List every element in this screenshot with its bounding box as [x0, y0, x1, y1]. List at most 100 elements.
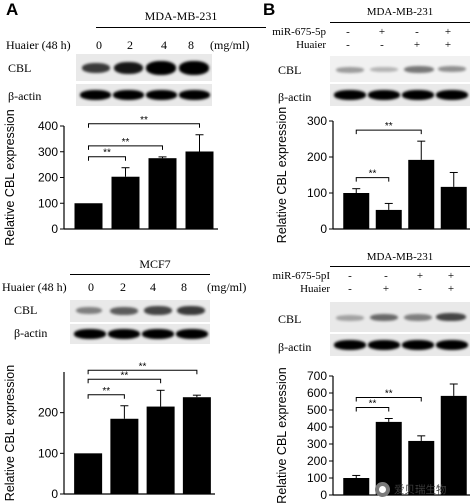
- y-tick-label: 0: [320, 222, 327, 236]
- significance-label: **: [369, 169, 377, 180]
- cell-line-label: MDA-MB-231: [366, 251, 434, 263]
- bar: [182, 397, 211, 494]
- blot-label-cbl: CBL: [278, 312, 302, 326]
- blot-label-actin: β-actin: [278, 340, 312, 354]
- blot-label-cbl: CBL: [278, 63, 302, 77]
- significance-label: **: [385, 389, 393, 400]
- y-axis-label: Relative CBL expression: [3, 109, 17, 245]
- dose-label: 0: [96, 38, 102, 52]
- blot-label-actin: β-actin: [8, 89, 42, 103]
- row-label-mir-inhibitor: miR-675-5pI: [272, 270, 330, 282]
- y-tick-label: 500: [307, 403, 327, 417]
- actin-blot: [76, 84, 212, 106]
- cell-line-label: MDA-MB-231: [144, 9, 218, 23]
- condition-symbol: +: [416, 270, 424, 282]
- significance-bracket: [88, 123, 200, 128]
- header-rule: [70, 274, 210, 275]
- y-tick-label: 200: [307, 150, 327, 164]
- blot-label-actin: β-actin: [278, 90, 312, 104]
- y-tick-label: 0: [51, 222, 58, 236]
- bar: [408, 440, 435, 495]
- y-tick-label: 100: [38, 446, 58, 460]
- cbl-blot: [330, 302, 470, 332]
- significance-label: **: [139, 361, 147, 372]
- condition-symbol: -: [346, 26, 350, 38]
- dose-label: 4: [161, 38, 167, 52]
- bar: [343, 478, 370, 495]
- y-tick-label: 0: [320, 488, 327, 502]
- y-tick-label: 300: [38, 145, 58, 159]
- treatment-label: Huaier (48 h): [2, 280, 67, 294]
- bar: [146, 406, 175, 494]
- condition-symbol: -: [415, 26, 419, 38]
- bar: [74, 203, 103, 229]
- bar: [148, 158, 177, 229]
- condition-symbol: -: [380, 39, 384, 51]
- bar: [343, 193, 370, 229]
- significance-bracket: [355, 177, 390, 182]
- significance-label: **: [103, 148, 111, 159]
- y-tick-label: 700: [307, 369, 327, 383]
- condition-symbol: +: [447, 270, 455, 282]
- y-tick-label: 600: [307, 386, 327, 400]
- dose-label: 8: [181, 280, 187, 294]
- actin-blot: [330, 334, 470, 356]
- y-tick-label: 200: [307, 454, 327, 468]
- significance-label: **: [369, 399, 377, 410]
- condition-symbol: -: [348, 270, 352, 282]
- significance-bracket: [355, 407, 390, 412]
- significance-bracket: [87, 394, 125, 399]
- actin-blot: [70, 324, 210, 344]
- y-tick-label: 300: [307, 437, 327, 451]
- y-axis-label: Relative CBL expression: [275, 107, 289, 243]
- condition-symbol: -: [418, 283, 422, 295]
- cbl-blot: [330, 56, 470, 82]
- y-tick-label: 100: [38, 196, 58, 210]
- panel-b-letter: B: [263, 0, 276, 19]
- bar: [440, 395, 467, 495]
- y-tick-label: 100: [307, 186, 327, 200]
- y-axis-label: Relative CBL expression: [3, 365, 17, 501]
- significance-label: **: [102, 386, 110, 397]
- row-label-huaier: Huaier: [296, 39, 326, 51]
- condition-symbol: +: [413, 39, 421, 51]
- dose-unit: (mg/ml): [207, 280, 247, 294]
- treatment-label: Huaier (48 h): [6, 38, 71, 52]
- row-label-mir: miR-675-5p: [272, 26, 326, 38]
- y-axis-label: Relative CBL expression: [275, 367, 289, 503]
- watermark: 爱贝瑞生物: [375, 478, 471, 500]
- y-tick-label: 200: [38, 406, 58, 420]
- bar: [408, 159, 435, 229]
- condition-symbol: -: [348, 283, 352, 295]
- bar: [111, 176, 140, 229]
- blot-label-cbl: CBL: [8, 61, 32, 75]
- condition-symbol: +: [378, 26, 386, 38]
- y-tick-label: 400: [38, 119, 58, 133]
- significance-bracket: [87, 378, 162, 384]
- header-rule: [330, 266, 470, 267]
- significance-bracket: [355, 129, 422, 135]
- significance-bracket: [88, 145, 163, 150]
- dose-label: 2: [120, 280, 126, 294]
- condition-symbol: +: [444, 39, 452, 51]
- row-label-huaier: Huaier: [300, 283, 330, 295]
- y-tick-label: 200: [38, 171, 58, 185]
- cell-line-label: MCF7: [139, 257, 171, 271]
- dose-unit: (mg/ml): [210, 38, 250, 52]
- condition-symbol: +: [447, 283, 455, 295]
- header-rule: [330, 22, 470, 23]
- y-tick-label: 300: [307, 114, 327, 128]
- dose-label: 8: [188, 38, 194, 52]
- wechat-icon: [375, 481, 390, 497]
- y-tick-label: 0: [51, 487, 58, 501]
- cell-line-label: MDA-MB-231: [366, 6, 434, 18]
- watermark-text: 爱贝瑞生物: [394, 483, 447, 496]
- dose-label: 4: [150, 280, 156, 294]
- condition-symbol: -: [384, 270, 388, 282]
- blot-label-actin: β-actin: [14, 326, 48, 340]
- actin-blot: [330, 84, 470, 106]
- significance-label: **: [120, 370, 128, 381]
- significance-bracket: [87, 369, 198, 375]
- significance-bracket: [355, 397, 422, 402]
